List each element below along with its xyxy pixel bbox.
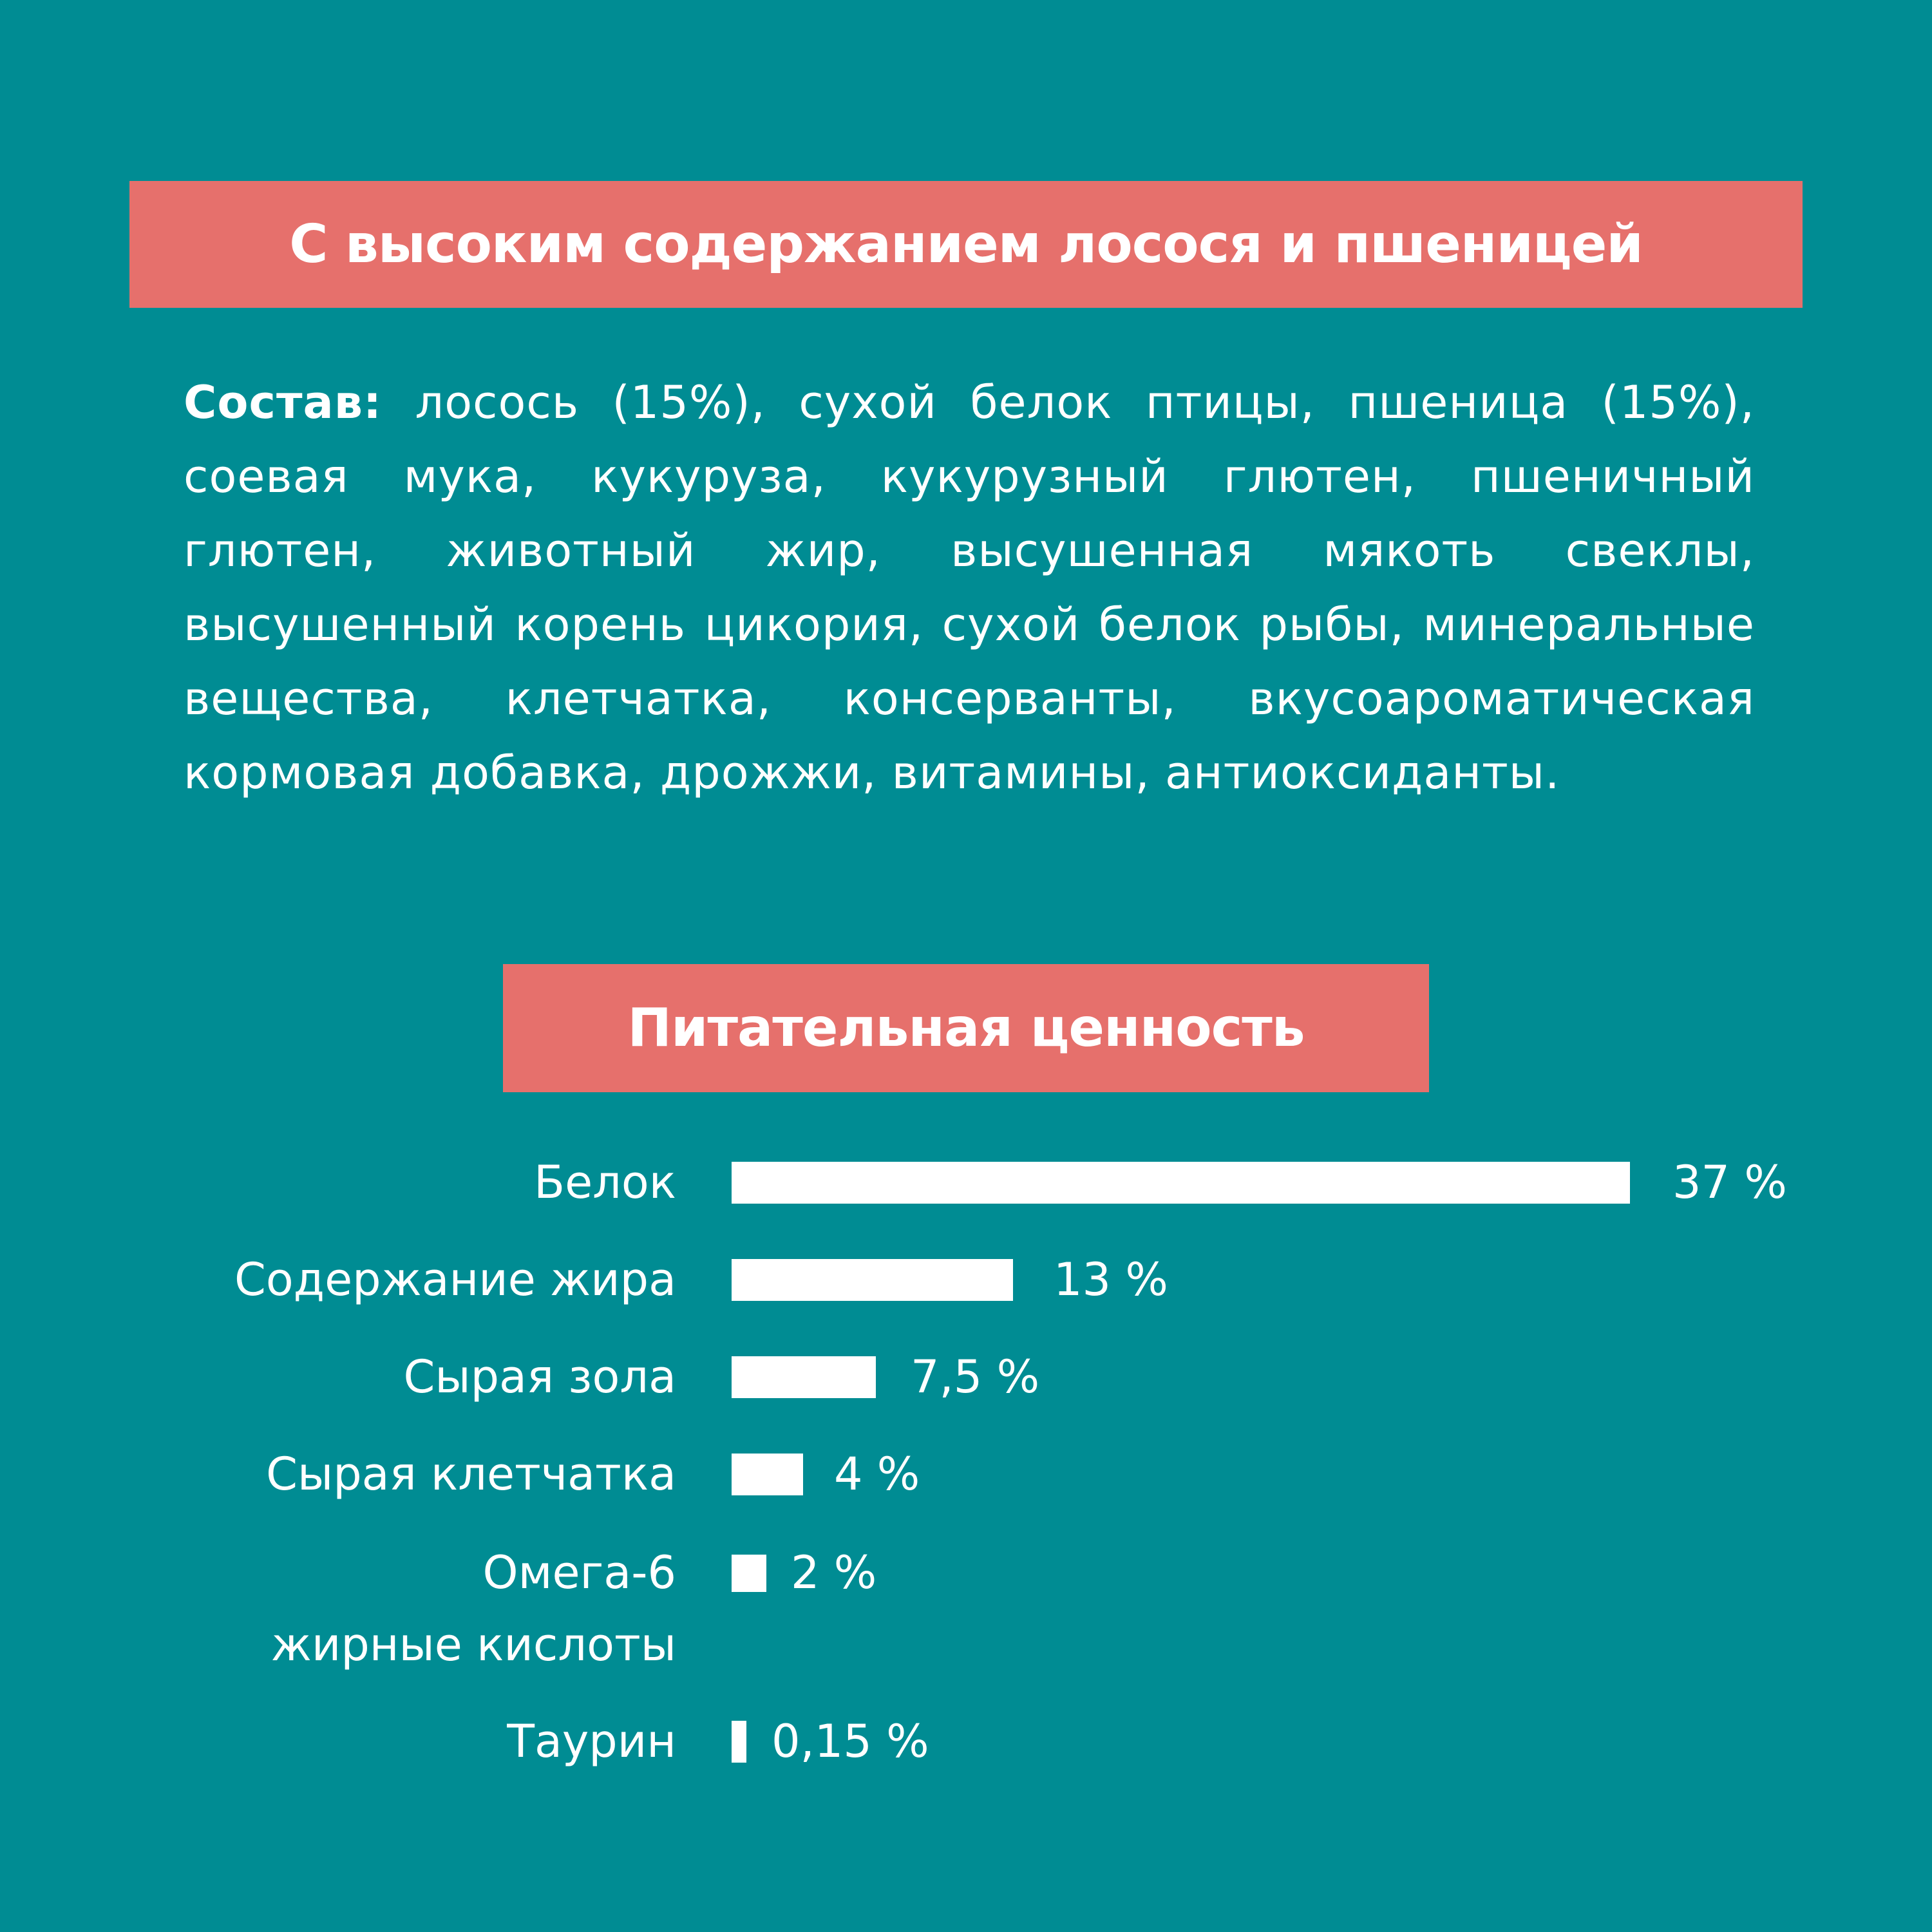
row-value: 0,15 % (772, 1715, 929, 1768)
row-label: Содержание жира (234, 1253, 676, 1306)
row-value: 7,5 % (911, 1350, 1040, 1403)
bar-protein (732, 1162, 1630, 1204)
nutrition-banner: Питательная ценность (503, 964, 1429, 1092)
row-label: Сырая клетчатка (266, 1448, 676, 1501)
composition-text: Состав: лосось (15%), сухой белок птицы,… (184, 366, 1755, 810)
bar-fiber (732, 1454, 803, 1495)
nutrition-title: Питательная ценность (627, 998, 1305, 1059)
header-banner: С высоким содержанием лосося и пшеницей (129, 181, 1803, 308)
composition-label: Состав: (184, 376, 383, 429)
row-value: 37 % (1672, 1156, 1787, 1209)
row-label: Белок (534, 1156, 676, 1209)
bar-ash (732, 1356, 876, 1398)
row-label: Таурин (507, 1715, 676, 1768)
header-title: С высоким содержанием лосося и пшеницей (289, 214, 1643, 275)
bar-fat (732, 1259, 1013, 1301)
bar-taurine (732, 1721, 746, 1763)
row-label-line2: жирные кислоты (270, 1618, 676, 1671)
row-value: 13 % (1054, 1253, 1168, 1306)
row-label: Сырая зола (403, 1350, 676, 1403)
row-label: Омега-6 (482, 1546, 676, 1599)
composition-body: лосось (15%), сухой белок птицы, пшеница… (184, 376, 1755, 799)
bar-omega6 (732, 1555, 766, 1592)
row-value: 4 % (834, 1448, 920, 1501)
row-value: 2 % (791, 1546, 877, 1599)
